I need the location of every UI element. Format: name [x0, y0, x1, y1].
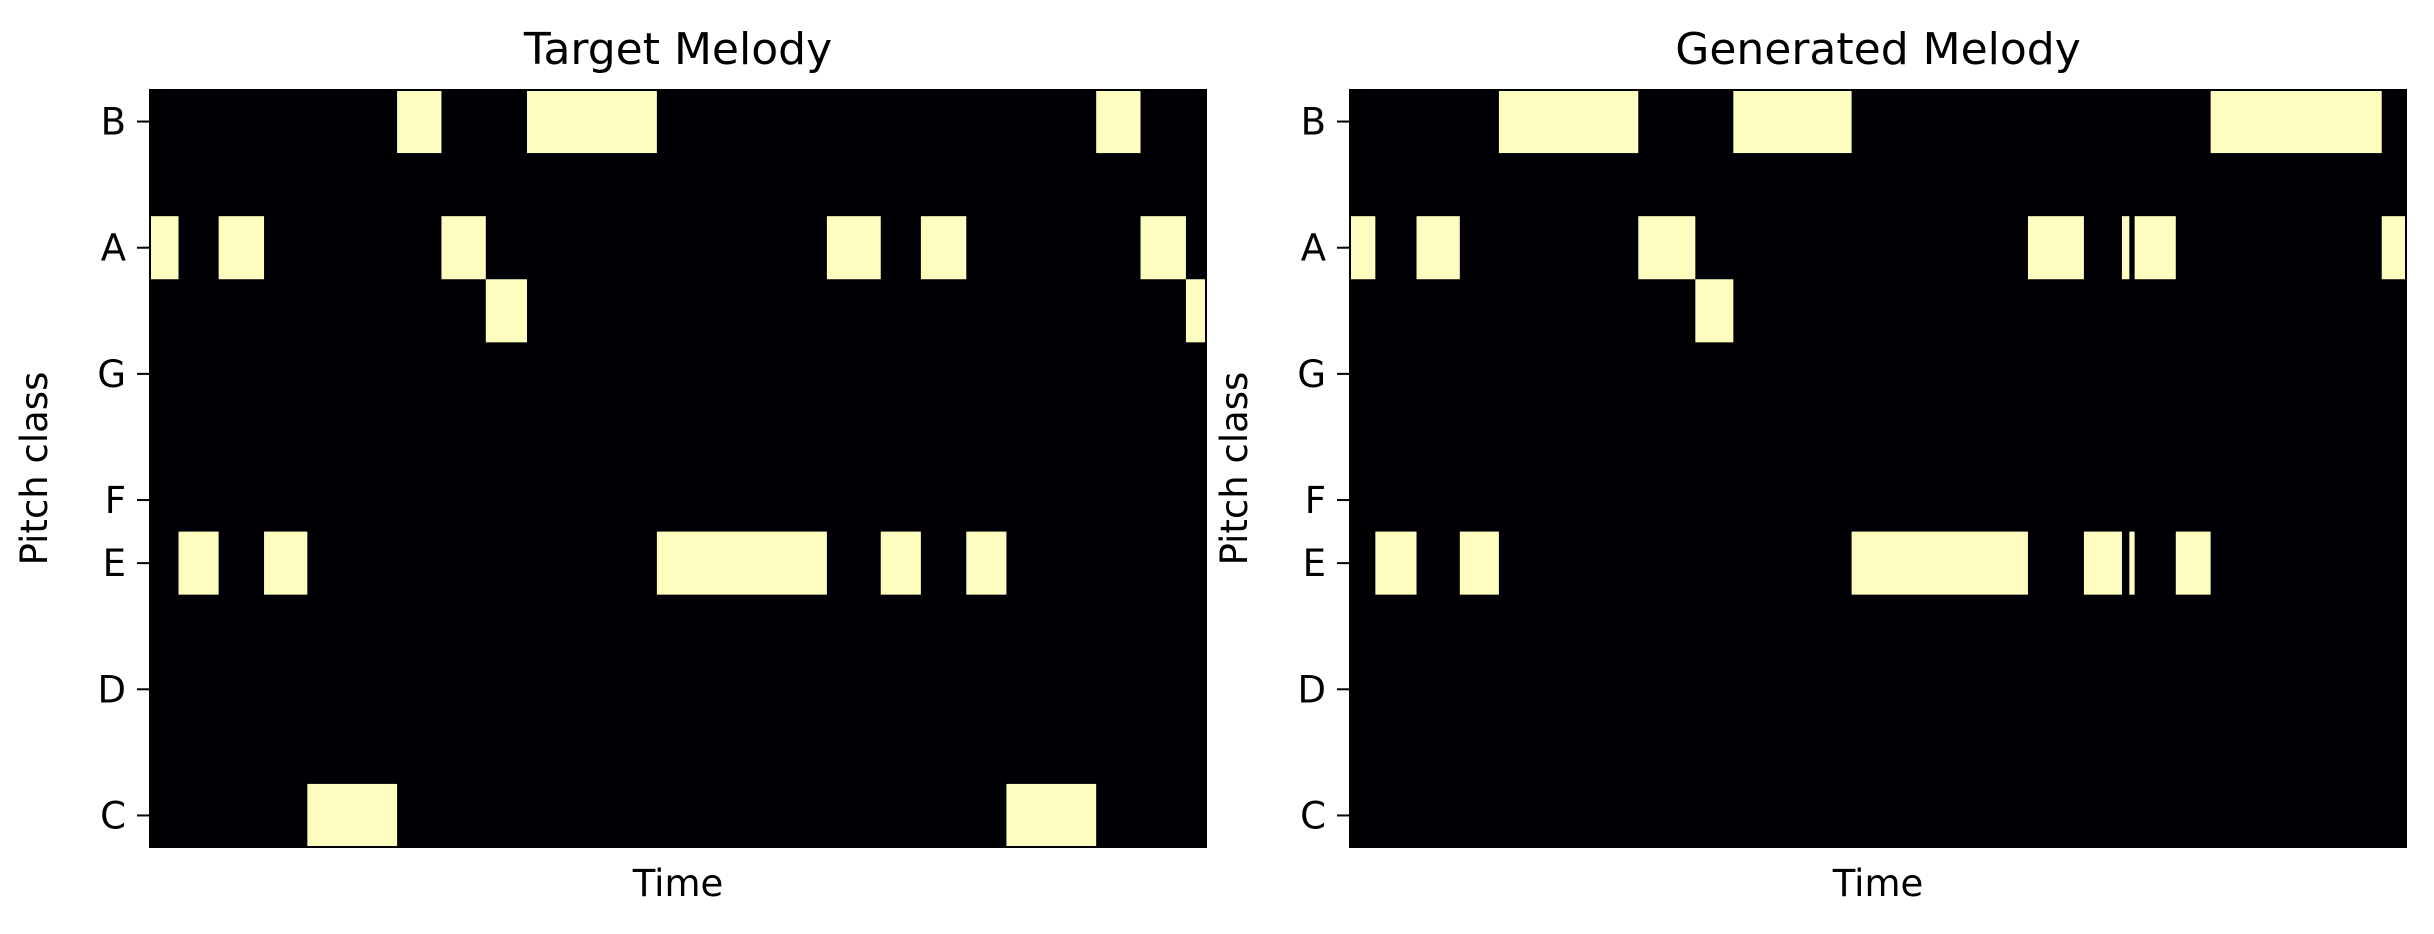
note-cell-e: [1375, 531, 1417, 595]
note-cell-e: [2175, 531, 2211, 595]
note-cell-e: [656, 531, 827, 595]
y-tick-label: C: [100, 794, 126, 837]
x-axis-label: Time: [632, 862, 724, 905]
y-tick-label: B: [101, 101, 126, 144]
plot-frame: [1349, 89, 2407, 848]
note-cell-b: [397, 90, 442, 154]
note-cell-a: [2121, 216, 2130, 280]
y-tick-label: G: [1297, 353, 1326, 396]
note-cell-a: [1416, 216, 1460, 280]
note-cell-a: [1140, 216, 1186, 280]
note-cell-e: [1459, 531, 1499, 595]
chart-title: Target Melody: [523, 24, 832, 75]
note-cell-e: [264, 531, 308, 595]
note-cell-b: [1498, 90, 1639, 154]
y-axis-label: Pitch class: [1213, 372, 1256, 566]
note-cell-e: [880, 531, 921, 595]
note-cell-a: [2134, 216, 2176, 280]
note-cell-a: [2027, 216, 2084, 280]
note-cell-a: [920, 216, 967, 280]
note-cell-a: [826, 216, 881, 280]
y-tick-label: E: [103, 542, 126, 585]
note-cell-e: [2083, 531, 2122, 595]
note-cell-b: [526, 90, 657, 154]
y-tick-label: B: [1301, 101, 1326, 144]
note-cell-a: [1638, 216, 1696, 280]
x-axis-label: Time: [1832, 862, 1924, 905]
plot-frame: [149, 89, 1207, 848]
y-axis-label: Pitch class: [13, 372, 56, 566]
note-cell-c: [1006, 783, 1097, 847]
y-tick-label: F: [105, 479, 126, 522]
note-cell-a: [1350, 216, 1376, 280]
y-tick-label: A: [101, 227, 126, 270]
note-cell-e: [1851, 531, 2028, 595]
note-cell-a: [2381, 216, 2406, 280]
note-cell-b: [2210, 90, 2382, 154]
note-cell-e: [966, 531, 1007, 595]
y-tick-label: F: [1305, 479, 1326, 522]
plot-background: [1350, 90, 2406, 847]
y-tick-label: C: [1300, 794, 1326, 837]
note-cell-gsharp: [1695, 279, 1734, 343]
note-cell-a: [150, 216, 179, 280]
target-melody-panel: Target Melody Time Pitch class C D EF G A B: [13, 24, 1207, 905]
chart-title: Generated Melody: [1675, 24, 2081, 75]
note-cell-e: [178, 531, 219, 595]
y-tick-label: D: [98, 668, 127, 711]
note-cell-gsharp: [1185, 279, 1206, 343]
y-tick-label: A: [1301, 227, 1326, 270]
note-cell-b: [1733, 90, 1852, 154]
note-cell-e: [2129, 531, 2135, 595]
y-tick-label: G: [97, 353, 126, 396]
y-tick-label: D: [1298, 668, 1327, 711]
y-tick-label: E: [1303, 542, 1326, 585]
note-cell-a: [441, 216, 486, 280]
note-cell-b: [1096, 90, 1141, 154]
generated-melody-panel: Generated Melody Time Pitch class C D EF G A…: [1213, 24, 2407, 905]
plot-background: [150, 90, 1206, 847]
note-cell-gsharp: [485, 279, 527, 343]
note-cell-c: [307, 783, 398, 847]
note-cell-a: [218, 216, 265, 280]
